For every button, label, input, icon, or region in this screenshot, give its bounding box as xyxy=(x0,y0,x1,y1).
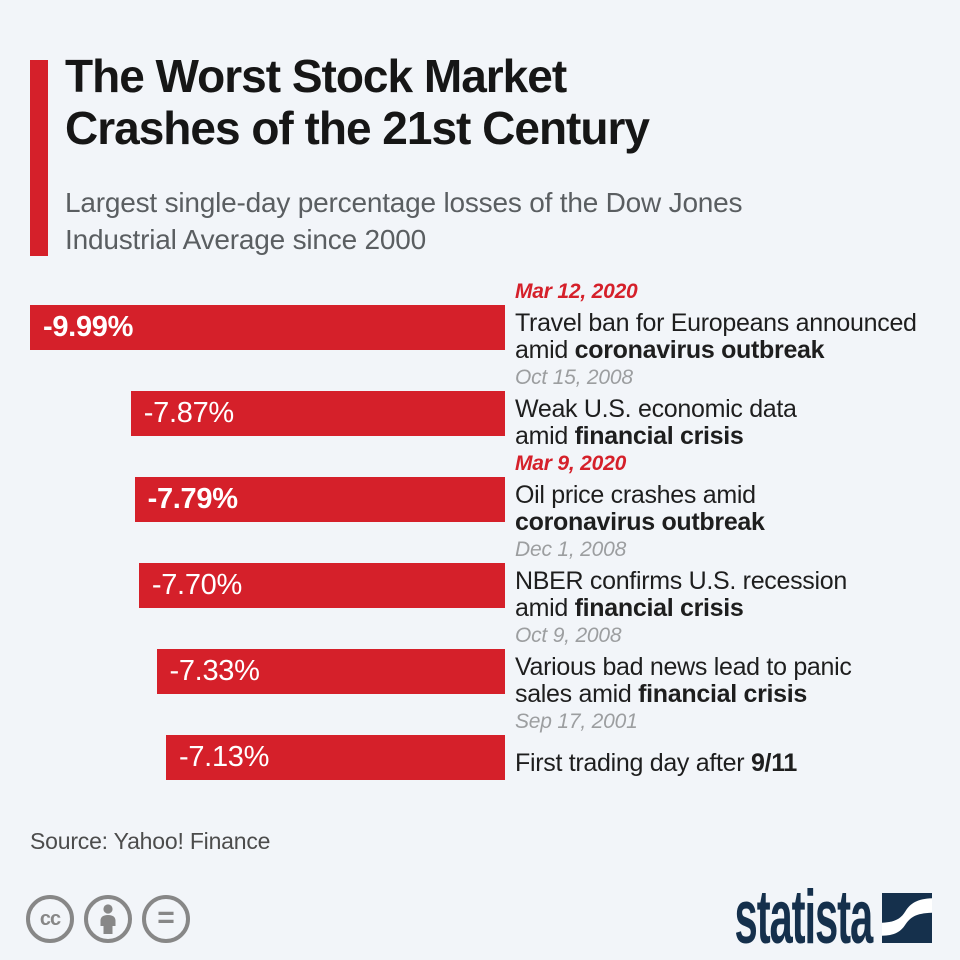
page-title: The Worst Stock Market Crashes of the 21s… xyxy=(65,50,650,154)
row-date: Dec 1, 2008 xyxy=(515,538,627,561)
source-label: Source: Yahoo! Finance xyxy=(30,828,271,854)
description-line: amid financial crisis xyxy=(515,594,744,622)
attribution-person-icon xyxy=(84,895,132,943)
bar--7.87%: -7.87% xyxy=(130,391,505,436)
bar-value-label: -9.99% xyxy=(43,311,134,343)
row-description: Various bad news lead to panic sales amid… xyxy=(515,654,930,708)
bar--7.33%: -7.33% xyxy=(156,649,505,694)
description-line: coronavirus outbreak xyxy=(515,508,765,536)
bar-track: -7.33% xyxy=(30,649,505,694)
bar-value-label: -7.33% xyxy=(169,655,260,687)
row-date: Oct 9, 2008 xyxy=(515,624,622,647)
subtitle-line-1: Largest single-day percentage losses of … xyxy=(65,187,743,218)
bar-chart: -9.99% Mar 12, 2020 Travel ban for Europea… xyxy=(30,280,930,796)
description-line: amid financial crisis xyxy=(515,422,744,450)
cc-icon: cc xyxy=(26,895,74,943)
bar-value-label: -7.79% xyxy=(147,483,238,515)
row-annotation: Sep 17, 2001 First trading day after 9/11 xyxy=(515,710,930,777)
statista-mark-icon xyxy=(882,893,932,943)
row-description: NBER confirms U.S. recession amid financi… xyxy=(515,568,930,622)
row-description: Travel ban for Europeans announced amid c… xyxy=(515,310,930,364)
row-date: Oct 15, 2008 xyxy=(515,366,633,389)
row-date: Mar 12, 2020 xyxy=(515,280,638,303)
description-line: Weak U.S. economic data xyxy=(515,395,797,423)
row-annotation: Oct 9, 2008 Various bad news lead to pani… xyxy=(515,624,930,708)
row-annotation: Mar 9, 2020 Oil price crashes amid coronav… xyxy=(515,452,930,536)
bar--7.13%: -7.13% xyxy=(166,735,505,780)
row-annotation: Dec 1, 2008 NBER confirms U.S. recession a… xyxy=(515,538,930,622)
chart-row: -7.13% Sep 17, 2001 First trading day afte… xyxy=(30,710,930,796)
statista-wordmark: statista xyxy=(734,875,873,960)
row-date: Mar 9, 2020 xyxy=(515,452,627,475)
chart-row: -7.79% Mar 9, 2020 Oil price crashes amid c… xyxy=(30,452,930,538)
bar--9.99%: -9.99% xyxy=(30,305,505,350)
row-description: Oil price crashes amid coronavirus outbre… xyxy=(515,482,930,536)
description-line: Various bad news lead to panic xyxy=(515,653,852,681)
row-annotation: Mar 12, 2020 Travel ban for Europeans ann… xyxy=(515,280,930,364)
bar-track: -9.99% xyxy=(30,305,505,350)
bar--7.70%: -7.70% xyxy=(138,563,505,608)
bar--7.79%: -7.79% xyxy=(134,477,505,522)
description-line: amid coronavirus outbreak xyxy=(515,336,825,364)
description-line: Travel ban for Europeans announced xyxy=(515,309,917,337)
bar-value-label: -7.70% xyxy=(151,569,242,601)
description-line: sales amid financial crisis xyxy=(515,680,808,708)
bar-track: -7.70% xyxy=(30,563,505,608)
row-description: First trading day after 9/11 xyxy=(515,750,930,777)
bar-track: -7.87% xyxy=(30,391,505,436)
description-line: NBER confirms U.S. recession xyxy=(515,567,847,595)
description-line: First trading day after 9/11 xyxy=(515,749,798,777)
row-annotation: Oct 15, 2008 Weak U.S. economic data amid … xyxy=(515,366,930,450)
title-accent-bar xyxy=(30,60,48,256)
description-line: Oil price crashes amid xyxy=(515,481,756,509)
bar-track: -7.79% xyxy=(30,477,505,522)
subtitle-line-2: Industrial Average since 2000 xyxy=(65,224,427,255)
bar-value-label: -7.13% xyxy=(179,741,270,773)
chart-row: -9.99% Mar 12, 2020 Travel ban for Europea… xyxy=(30,280,930,366)
cc-license-badges: cc = xyxy=(26,895,190,943)
person-glyph xyxy=(100,904,116,934)
title-line-2: Crashes of the 21st Century xyxy=(65,102,650,154)
chart-row: -7.33% Oct 9, 2008 Various bad news lead t… xyxy=(30,624,930,710)
equals-icon: = xyxy=(142,895,190,943)
row-description: Weak U.S. economic data amid financial cr… xyxy=(515,396,930,450)
row-date: Sep 17, 2001 xyxy=(515,710,638,733)
chart-row: -7.87% Oct 15, 2008 Weak U.S. economic dat… xyxy=(30,366,930,452)
cc-icon-text: cc xyxy=(39,908,61,930)
title-line-1: The Worst Stock Market xyxy=(65,50,567,102)
statista-logo: statista xyxy=(622,880,932,956)
chart-row: -7.70% Dec 1, 2008 NBER confirms U.S. rece… xyxy=(30,538,930,624)
equals-icon-text: = xyxy=(157,900,175,934)
bar-track: -7.13% xyxy=(30,735,505,780)
bar-value-label: -7.87% xyxy=(143,397,234,429)
chart-subtitle: Largest single-day percentage losses of … xyxy=(65,184,743,258)
